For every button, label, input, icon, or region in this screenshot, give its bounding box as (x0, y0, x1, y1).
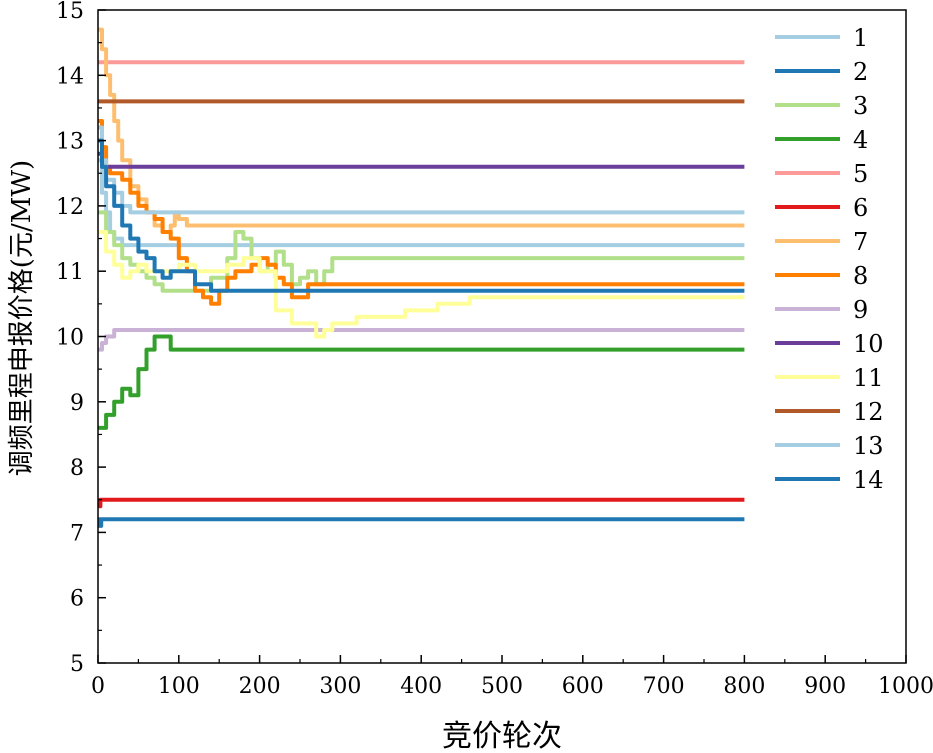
legend-label: 12 (853, 398, 884, 426)
y-tick-label: 8 (70, 456, 84, 481)
series-line-4 (98, 334, 745, 430)
y-tick-label: 14 (56, 64, 84, 89)
legend-label: 3 (853, 92, 868, 120)
x-tick-label: 500 (481, 674, 523, 699)
x-tick-label: 800 (723, 674, 765, 699)
legend-label: 8 (853, 262, 868, 290)
legend-label: 5 (853, 160, 868, 188)
y-tick-label: 9 (70, 391, 84, 416)
legend-label: 13 (853, 432, 884, 460)
series-line-1 (98, 158, 745, 248)
legend-label: 1 (853, 24, 868, 52)
y-tick-label: 13 (56, 130, 84, 155)
y-tick-label: 10 (56, 326, 84, 351)
x-tick-label: 300 (319, 674, 361, 699)
plot-lines (97, 27, 745, 528)
legend-label: 14 (853, 466, 884, 494)
x-tick-label: 400 (400, 674, 442, 699)
x-tick-label: 200 (239, 674, 281, 699)
series-line-2 (97, 517, 745, 528)
series-line-7 (98, 27, 745, 234)
legend-label: 9 (853, 296, 868, 324)
plot-frame (97, 9, 907, 664)
y-tick-label: 7 (70, 521, 84, 546)
y-axis-label: 调频里程申报价格(元/MW) (7, 160, 37, 476)
x-axis-label: 竞价轮次 (442, 719, 562, 753)
x-tick-label: 900 (804, 674, 846, 699)
y-tick-label: 12 (56, 195, 84, 220)
series-line-13 (98, 125, 745, 215)
axes: 0 100 200 300 400 500 600 700 800 900 1000 5 6 7 8 9 10 1… (56, 0, 933, 699)
series-line-14 (98, 138, 745, 293)
legend-label: 2 (853, 58, 868, 86)
series-line-6 (98, 497, 745, 509)
legend-label: 11 (853, 364, 884, 392)
legend-label: 10 (853, 330, 884, 358)
x-tick-label: 600 (562, 674, 604, 699)
legend-label: 7 (853, 228, 868, 256)
legend-label: 6 (853, 194, 868, 222)
x-tick-label: 1000 (878, 674, 933, 699)
x-tick-label: 0 (91, 674, 105, 699)
x-tick-label: 100 (158, 674, 200, 699)
series-line-10 (98, 151, 745, 169)
y-tick-label: 5 (70, 652, 84, 677)
series-line-9 (98, 328, 745, 352)
series-line-8 (98, 119, 745, 306)
y-tick-label: 11 (56, 260, 84, 285)
series-line-3 (98, 210, 745, 293)
legend-label: 4 (853, 126, 868, 154)
x-tick-label: 700 (643, 674, 685, 699)
y-tick-label: 6 (70, 587, 84, 612)
y-tick-label: 15 (56, 0, 84, 24)
